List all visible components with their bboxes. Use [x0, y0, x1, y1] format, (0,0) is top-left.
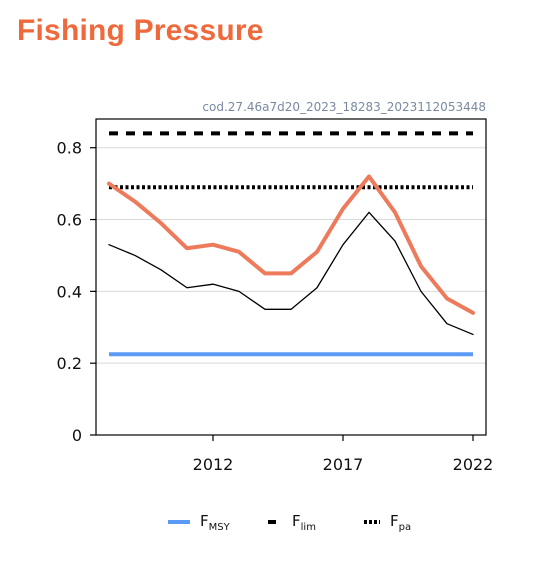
page-title: Fishing Pressure	[17, 14, 264, 47]
legend-item-flim: Flim	[268, 511, 316, 533]
legend-label-fpa: Fpa	[390, 511, 412, 533]
legend-label-flim: Flim	[292, 511, 316, 533]
legend-label-fmsy: FMSY	[200, 511, 230, 533]
y-tick-label-1: 0.2	[57, 354, 82, 373]
legend-swatch-fmsy	[168, 520, 190, 524]
y-tick-label-0: 0	[72, 426, 82, 445]
series-line-0	[107, 174, 475, 315]
legend-swatch-flim	[268, 520, 276, 524]
chart-annotation: cod.27.46a7d20_2023_18283_2023112053448	[202, 100, 486, 114]
y-tick-label-3: 0.6	[57, 211, 82, 230]
plot-frame	[95, 118, 487, 436]
legend-item-fmsy: FMSY	[168, 511, 230, 533]
y-tick-label-4: 0.8	[57, 139, 82, 158]
legend-item-fpa: Fpa	[364, 511, 412, 533]
legend-swatch-fpa	[364, 520, 380, 524]
x-tick-label-2: 2022	[453, 455, 494, 474]
x-tick-label-0: 2012	[193, 455, 234, 474]
fishing-pressure-chart: 0 0.2 0.4 0.6 0.8 2012 2017 2022 cod.27.46a7d20_…	[57, 100, 494, 474]
x-tick-label-1: 2017	[323, 455, 364, 474]
y-tick-label-2: 0.4	[57, 282, 82, 301]
